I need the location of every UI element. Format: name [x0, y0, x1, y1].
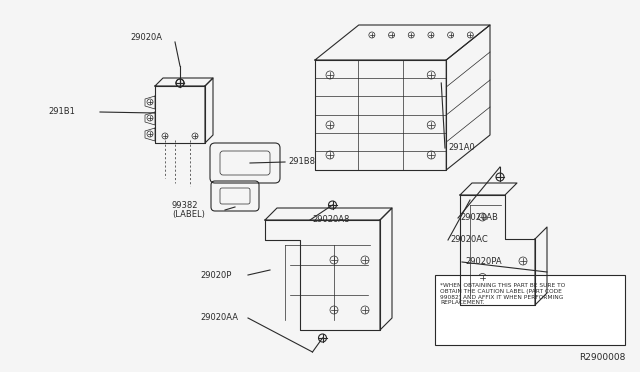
- FancyBboxPatch shape: [220, 151, 270, 175]
- Text: 291A0: 291A0: [448, 144, 475, 153]
- Text: 99382: 99382: [172, 201, 198, 209]
- Text: 29020P: 29020P: [200, 270, 232, 279]
- Text: 29020AC: 29020AC: [450, 235, 488, 244]
- Text: 29020PA: 29020PA: [465, 257, 502, 266]
- Text: 291B8: 291B8: [288, 157, 315, 167]
- Text: R2900008: R2900008: [579, 353, 625, 362]
- Text: 29020A: 29020A: [130, 33, 162, 42]
- Text: 291B1: 291B1: [48, 108, 75, 116]
- Text: *WHEN OBTAINING THIS PART BE SURE TO
OBTAIN THE CAUTION LABEL (PART CODE
99082) : *WHEN OBTAINING THIS PART BE SURE TO OBT…: [440, 283, 565, 305]
- Bar: [435, 275, 625, 345]
- FancyBboxPatch shape: [220, 188, 250, 204]
- Text: 29020AB: 29020AB: [460, 214, 498, 222]
- Text: (LABEL): (LABEL): [172, 211, 205, 219]
- Text: 29020A8: 29020A8: [312, 215, 349, 224]
- Text: 29020AA: 29020AA: [200, 314, 238, 323]
